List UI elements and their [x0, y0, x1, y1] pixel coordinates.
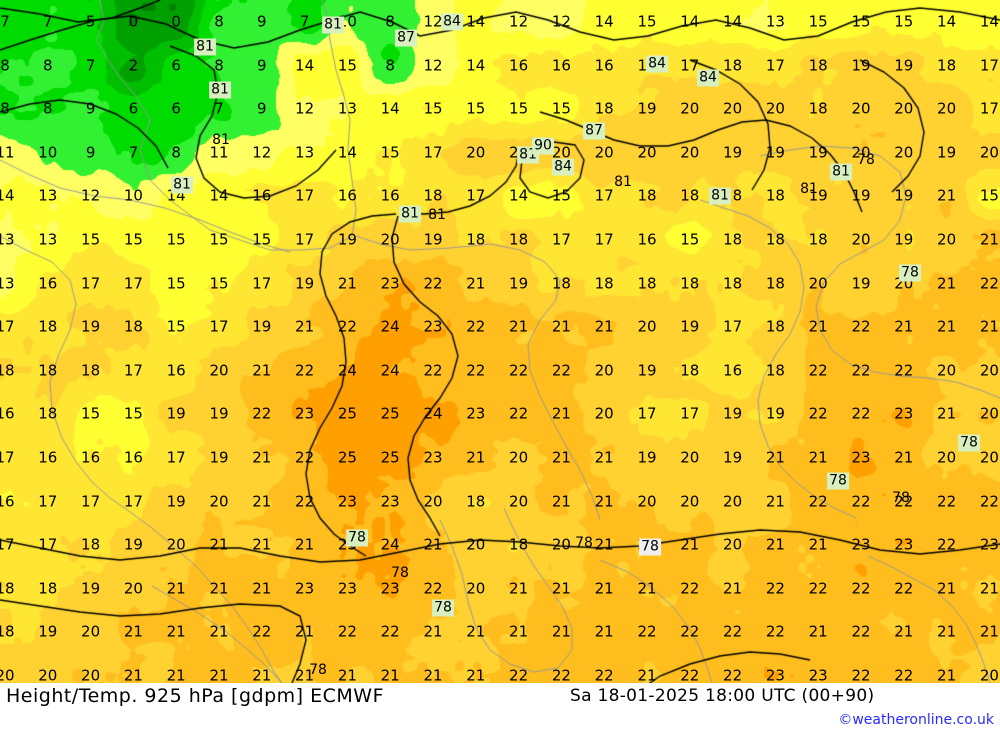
height-contour-label: 81 — [209, 81, 231, 99]
height-contour-label: 84 — [646, 55, 668, 73]
height-contour-label: 78 — [827, 472, 849, 490]
height-contour-label: 87 — [583, 122, 605, 140]
height-contour-label: 78 — [958, 434, 980, 452]
height-contour-label: 84 — [441, 13, 463, 31]
height-contour-label: 78 — [346, 529, 368, 547]
temperature-field-canvas — [0, 0, 1000, 683]
height-contour-label: 78 — [857, 152, 875, 168]
map-panel[interactable]: 7 7 5 0 0 8 9 7 10 8 12 14 12 12 14 15 14 14 13 15 15 15 14 14 8… — [0, 0, 1000, 683]
copyright-notice: ©weatheronline.co.uk — [838, 712, 994, 728]
height-contour-label: 81 — [428, 207, 446, 223]
footer: Height/Temp. 925 hPa [gdpm] ECMWF Sa 18-… — [0, 683, 1000, 733]
height-contour-label: 84 — [552, 158, 574, 176]
height-contour-label: 81 — [322, 16, 344, 34]
model-run-info: Sa 18-01-2025 18:00 UTC (00+90) — [570, 686, 875, 706]
height-contour-label: 81 — [614, 174, 632, 190]
height-contour-label: 81 — [212, 132, 230, 148]
height-contour-label: 81 — [800, 181, 818, 197]
height-contour-label: 87 — [395, 29, 417, 47]
height-contour-label: 78 — [899, 264, 921, 282]
height-contour-label: 78 — [309, 662, 327, 678]
height-contour-label: 84 — [697, 69, 719, 87]
height-contour-label: 78 — [639, 538, 661, 556]
height-contour-label: 78 — [432, 599, 454, 617]
height-contour-label: 81 — [830, 163, 852, 181]
height-contour-label: 81 — [709, 187, 731, 205]
height-contour-label: 78 — [391, 565, 409, 581]
height-contour-label: 78 — [575, 535, 593, 551]
height-contour-label: 78 — [892, 490, 910, 506]
chart-title: Height/Temp. 925 hPa [gdpm] ECMWF — [6, 685, 384, 707]
height-contour-label: 81 — [194, 38, 216, 56]
height-contour-label: 81 — [171, 176, 193, 194]
height-contour-label: 81 — [399, 205, 421, 223]
height-contour-label: 90 — [532, 137, 554, 155]
